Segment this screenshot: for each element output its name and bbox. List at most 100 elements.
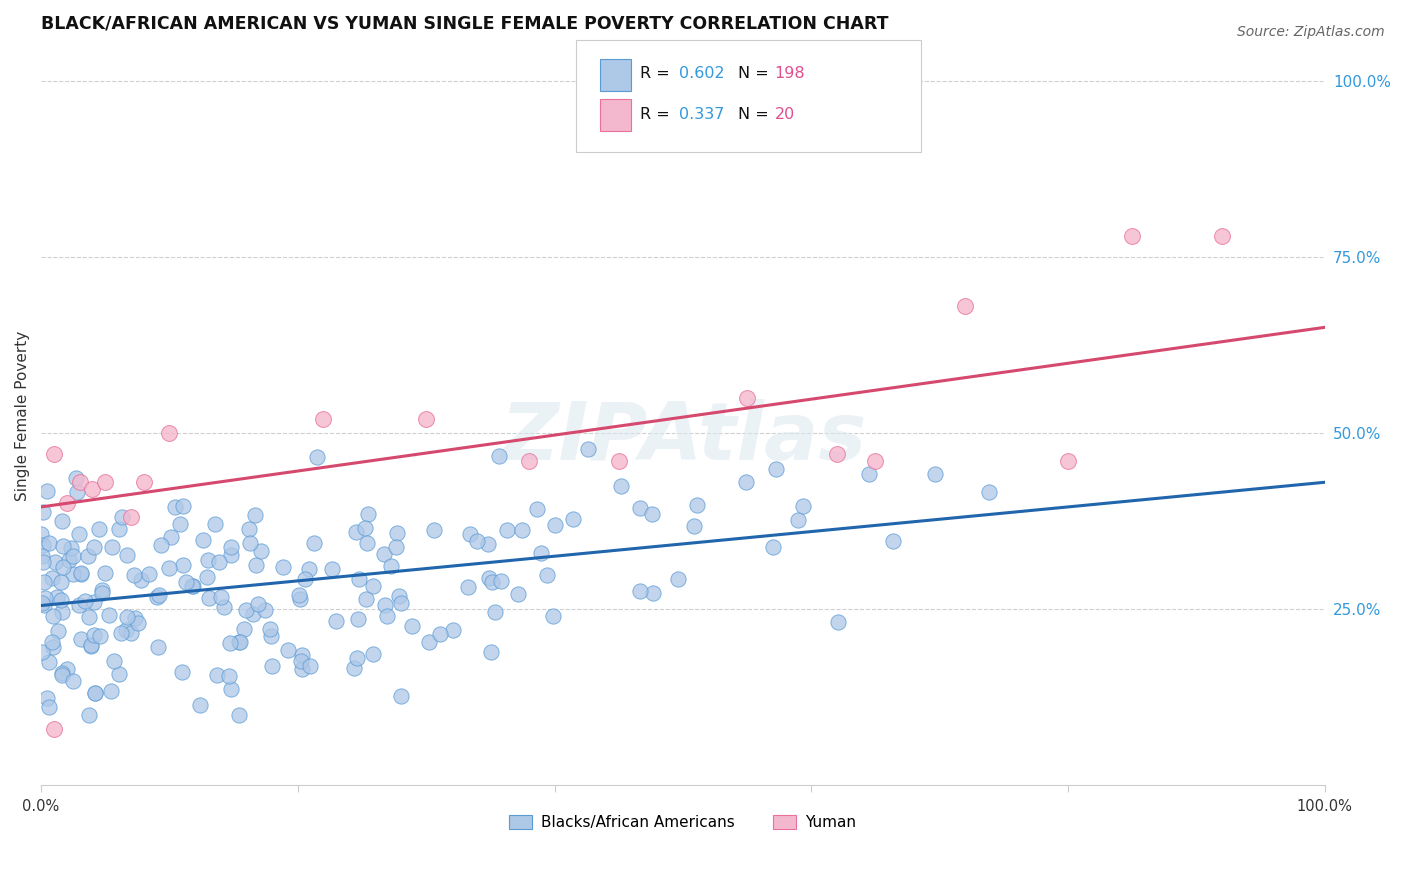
- Point: [159, 425, 181, 440]
- Point: [75, 594, 97, 608]
- Point: [170, 665, 193, 680]
- Point: [478, 571, 501, 585]
- Point: [77, 610, 100, 624]
- Point: [242, 607, 264, 621]
- Point: [401, 619, 423, 633]
- Point: [245, 558, 267, 572]
- Point: [80, 639, 103, 653]
- Point: [51, 667, 73, 681]
- Point: [477, 537, 499, 551]
- Point: [517, 454, 540, 468]
- Point: [415, 412, 437, 426]
- Point: [37, 484, 59, 499]
- Point: [825, 447, 848, 461]
- Point: [955, 299, 977, 313]
- Point: [389, 596, 412, 610]
- Point: [641, 586, 664, 600]
- Point: [253, 603, 276, 617]
- Point: [221, 682, 243, 697]
- Point: [165, 500, 187, 514]
- Point: [792, 499, 814, 513]
- Point: [122, 568, 145, 582]
- Point: [298, 659, 321, 673]
- Point: [32, 505, 55, 519]
- Point: [1211, 228, 1233, 243]
- Point: [38, 536, 60, 550]
- Point: [312, 412, 335, 426]
- Point: [38, 655, 60, 669]
- Point: [321, 562, 343, 576]
- Point: [77, 549, 100, 563]
- Point: [385, 540, 408, 554]
- Point: [38, 699, 60, 714]
- Point: [138, 566, 160, 581]
- Point: [219, 548, 242, 562]
- Point: [69, 475, 91, 490]
- Point: [302, 535, 325, 549]
- Point: [205, 667, 228, 681]
- Point: [55, 496, 77, 510]
- Point: [62, 549, 84, 563]
- Point: [209, 590, 232, 604]
- Point: [530, 546, 553, 560]
- Point: [87, 522, 110, 536]
- Point: [180, 579, 202, 593]
- Point: [375, 609, 398, 624]
- Point: [288, 587, 311, 601]
- Point: [58, 552, 80, 566]
- Point: [31, 555, 53, 569]
- Point: [115, 624, 138, 638]
- Point: [89, 629, 111, 643]
- Point: [290, 654, 312, 668]
- Point: [735, 391, 758, 405]
- Point: [1057, 454, 1080, 468]
- Point: [120, 510, 142, 524]
- Point: [238, 522, 260, 536]
- Point: [260, 630, 283, 644]
- Point: [198, 591, 221, 606]
- Point: [977, 485, 1000, 500]
- Point: [344, 525, 367, 540]
- Point: [683, 519, 706, 533]
- Point: [347, 612, 370, 626]
- Point: [46, 624, 69, 639]
- Point: [865, 454, 887, 468]
- Point: [787, 513, 810, 527]
- Point: [356, 536, 378, 550]
- Point: [228, 634, 250, 648]
- Point: [488, 449, 510, 463]
- Point: [91, 586, 114, 600]
- Point: [858, 467, 880, 481]
- Point: [83, 540, 105, 554]
- Point: [245, 508, 267, 522]
- Point: [45, 590, 67, 604]
- Point: [51, 592, 73, 607]
- Point: [44, 555, 66, 569]
- Point: [357, 508, 380, 522]
- Point: [458, 526, 481, 541]
- Point: [536, 567, 558, 582]
- Point: [607, 454, 630, 468]
- Point: [489, 574, 512, 588]
- Point: [83, 595, 105, 609]
- Text: 20: 20: [775, 107, 794, 121]
- Point: [60, 541, 83, 555]
- Point: [82, 483, 104, 497]
- Point: [423, 523, 446, 537]
- Point: [83, 628, 105, 642]
- Point: [42, 640, 65, 654]
- Point: [510, 523, 533, 537]
- Point: [827, 615, 849, 629]
- Point: [169, 517, 191, 532]
- Point: [197, 553, 219, 567]
- Point: [246, 597, 269, 611]
- Point: [101, 541, 124, 555]
- Point: [765, 462, 787, 476]
- Point: [157, 561, 180, 575]
- Point: [31, 596, 53, 610]
- Point: [127, 616, 149, 631]
- Point: [628, 501, 651, 516]
- Point: [56, 662, 79, 676]
- Point: [148, 588, 170, 602]
- Text: N =: N =: [738, 107, 769, 121]
